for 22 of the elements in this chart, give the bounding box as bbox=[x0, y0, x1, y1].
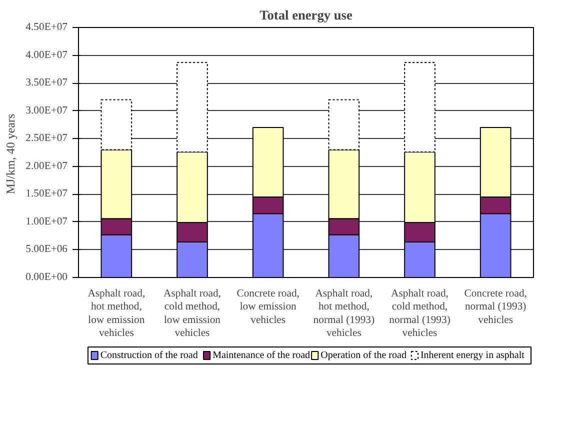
y-tick-label: 0.00E+00 bbox=[26, 272, 68, 283]
y-tick-label: 3.00E+07 bbox=[26, 105, 68, 116]
x-tick-label: Asphalt road, hot method, low emission vehicles bbox=[88, 288, 146, 340]
y-tick-label: 2.50E+07 bbox=[26, 133, 68, 144]
chart-title: Total energy use bbox=[260, 8, 352, 22]
y-tick-label: 2.00E+07 bbox=[26, 160, 68, 172]
x-tick-label: Asphalt road, cold method, low emission vehicles bbox=[164, 288, 222, 340]
y-tick-label: 4.00E+07 bbox=[26, 50, 68, 61]
legend-label: Maintenance of the road bbox=[212, 350, 310, 361]
legend-label: Inherent energy in asphalt bbox=[420, 350, 525, 361]
x-tick-label: Asphalt road, cold method, normal (1993) vehicles bbox=[389, 288, 451, 340]
y-tick-label: 1.50E+07 bbox=[26, 188, 68, 200]
x-tick-label: Concrete road, low emission vehicles bbox=[236, 288, 300, 326]
x-tick-label: Asphalt road, hot method, normal (1993) vehicles bbox=[313, 288, 375, 340]
y-tick-label: 4.50E+07 bbox=[26, 22, 68, 33]
y-tick-label: 1.00E+07 bbox=[26, 216, 68, 228]
y-axis-title: MJ/km, 40 years bbox=[4, 114, 18, 194]
legend-label: Operation of the road bbox=[320, 350, 406, 361]
legend-label: Construction of the road bbox=[100, 350, 198, 361]
x-tick-label: Concrete road, normal (1993) vehicles bbox=[464, 288, 527, 326]
y-tick-label: 3.50E+07 bbox=[26, 78, 68, 89]
y-tick-label: 5.00E+06 bbox=[26, 244, 68, 256]
